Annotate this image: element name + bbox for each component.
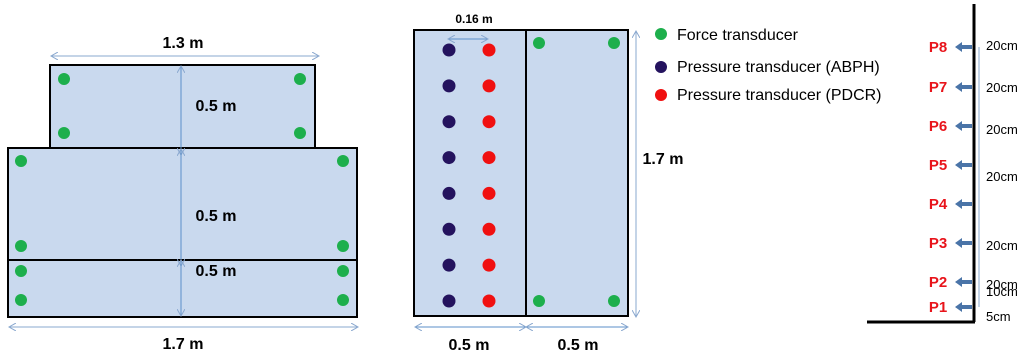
top-panel [49, 64, 316, 149]
pdcr-sensor-dot [482, 151, 496, 165]
spacing-label: 5cm [986, 309, 1011, 324]
legend: Force transducer Pressure transducer (AB… [655, 27, 882, 104]
middle-force-transducers [533, 37, 620, 307]
middle-view: 0.16 m 1.7 m 0.5 m 0.5 m [413, 12, 684, 354]
probe-label: P8 [929, 39, 947, 56]
width-label-left: 0.5 m [449, 337, 490, 354]
probe-arrow-icon [955, 277, 972, 287]
force-transducer-dot [294, 127, 306, 139]
legend-pdcr-label: Pressure transducer (PDCR) [677, 87, 882, 104]
force-transducer-dot [533, 37, 545, 49]
abph-sensor-dot [442, 115, 456, 129]
probe-label: P7 [929, 79, 947, 96]
pdcr-sensor-dot [482, 115, 496, 129]
pdcr-sensor-dot [482, 222, 496, 236]
right-view: P8 P7 P6 P5 P4 P3 P2 P1 20cm 20cm 20cm 20cm 20cm 20cm… [867, 4, 1018, 324]
pdcr-sensor-dot [482, 294, 496, 308]
width-label-right: 0.5 m [558, 337, 599, 354]
probe-arrow-icon [955, 160, 972, 170]
abph-sensor-dot [442, 43, 456, 57]
probe-label: P1 [929, 299, 947, 316]
abph-sensor-dot [442, 79, 456, 93]
bottom-width-label: 1.7 m [163, 336, 204, 353]
abph-sensor-dot [442, 258, 456, 272]
middle-left-panel [413, 29, 527, 317]
spacing-label: 20cm [986, 277, 1018, 292]
pdcr-sensor-dot [482, 258, 496, 272]
abph-sensor-dot [442, 222, 456, 236]
height-label-bottom: 0.5 m [196, 263, 237, 280]
pdcr-sensor-dot [482, 43, 496, 57]
middle-right-panel [525, 29, 629, 317]
height-label-middle: 0.5 m [196, 208, 237, 225]
probe-label: P5 [929, 157, 947, 174]
legend-force-marker [655, 28, 667, 40]
force-transducer-dot [15, 294, 27, 306]
middle-height-label: 1.7 m [643, 151, 684, 168]
sensor-spacing-label: 0.16 m [455, 12, 492, 26]
probe-label: P3 [929, 235, 947, 252]
height-label-top: 0.5 m [196, 98, 237, 115]
spacing-label: 10cm [986, 284, 1018, 299]
force-transducer-dot [58, 73, 70, 85]
left-view: 1.3 m 1.7 m 0.5 m 0.5 m 0.5 m [7, 35, 358, 353]
force-transducer-dot [15, 265, 27, 277]
force-transducer-dot [533, 295, 545, 307]
spacing-label: 20cm [986, 238, 1018, 253]
pdcr-sensor-dot [482, 186, 496, 200]
legend-abph-label: Pressure transducer (ABPH) [677, 59, 880, 76]
abph-sensor-dot [442, 186, 456, 200]
probe-arrow-icon [955, 121, 972, 131]
force-transducer-dot [337, 294, 349, 306]
top-width-label: 1.3 m [163, 35, 204, 52]
spacing-label: 20cm [986, 80, 1018, 95]
probe-label: P6 [929, 118, 947, 135]
bottom-panel [7, 259, 358, 318]
probe-arrow-icon [955, 238, 972, 248]
legend-pdcr-marker [655, 89, 667, 101]
legend-abph-marker [655, 61, 667, 73]
spacing-label: 20cm [986, 122, 1018, 137]
pressure-sensor-grid [442, 43, 496, 308]
probe-arrow-icon [955, 82, 972, 92]
abph-sensor-dot [442, 294, 456, 308]
middle-panel [7, 147, 358, 261]
pdcr-sensor-dot [482, 79, 496, 93]
probe-arrow-icon [955, 42, 972, 52]
spacing-label: 20cm [986, 169, 1018, 184]
force-transducer-dot [294, 73, 306, 85]
spacing-label: 20cm [986, 38, 1018, 53]
probe-arrow-icon [955, 302, 972, 312]
force-transducer-dot [337, 265, 349, 277]
force-transducer-dot [15, 240, 27, 252]
force-transducer-dot [58, 127, 70, 139]
pressure-probe-column: P8 P7 P6 P5 P4 P3 P2 P1 20cm 20cm 20cm 20cm 20cm 20cm… [929, 38, 1018, 324]
legend-force-label: Force transducer [677, 27, 799, 44]
force-transducer-dot [608, 37, 620, 49]
abph-sensor-dot [442, 151, 456, 165]
left-force-transducers [15, 73, 349, 306]
force-transducer-dot [608, 295, 620, 307]
probe-arrow-icon [955, 199, 972, 209]
force-transducer-dot [15, 155, 27, 167]
probe-label: P4 [929, 196, 948, 213]
force-transducer-dot [337, 155, 349, 167]
probe-label: P2 [929, 274, 947, 291]
force-transducer-dot [337, 240, 349, 252]
